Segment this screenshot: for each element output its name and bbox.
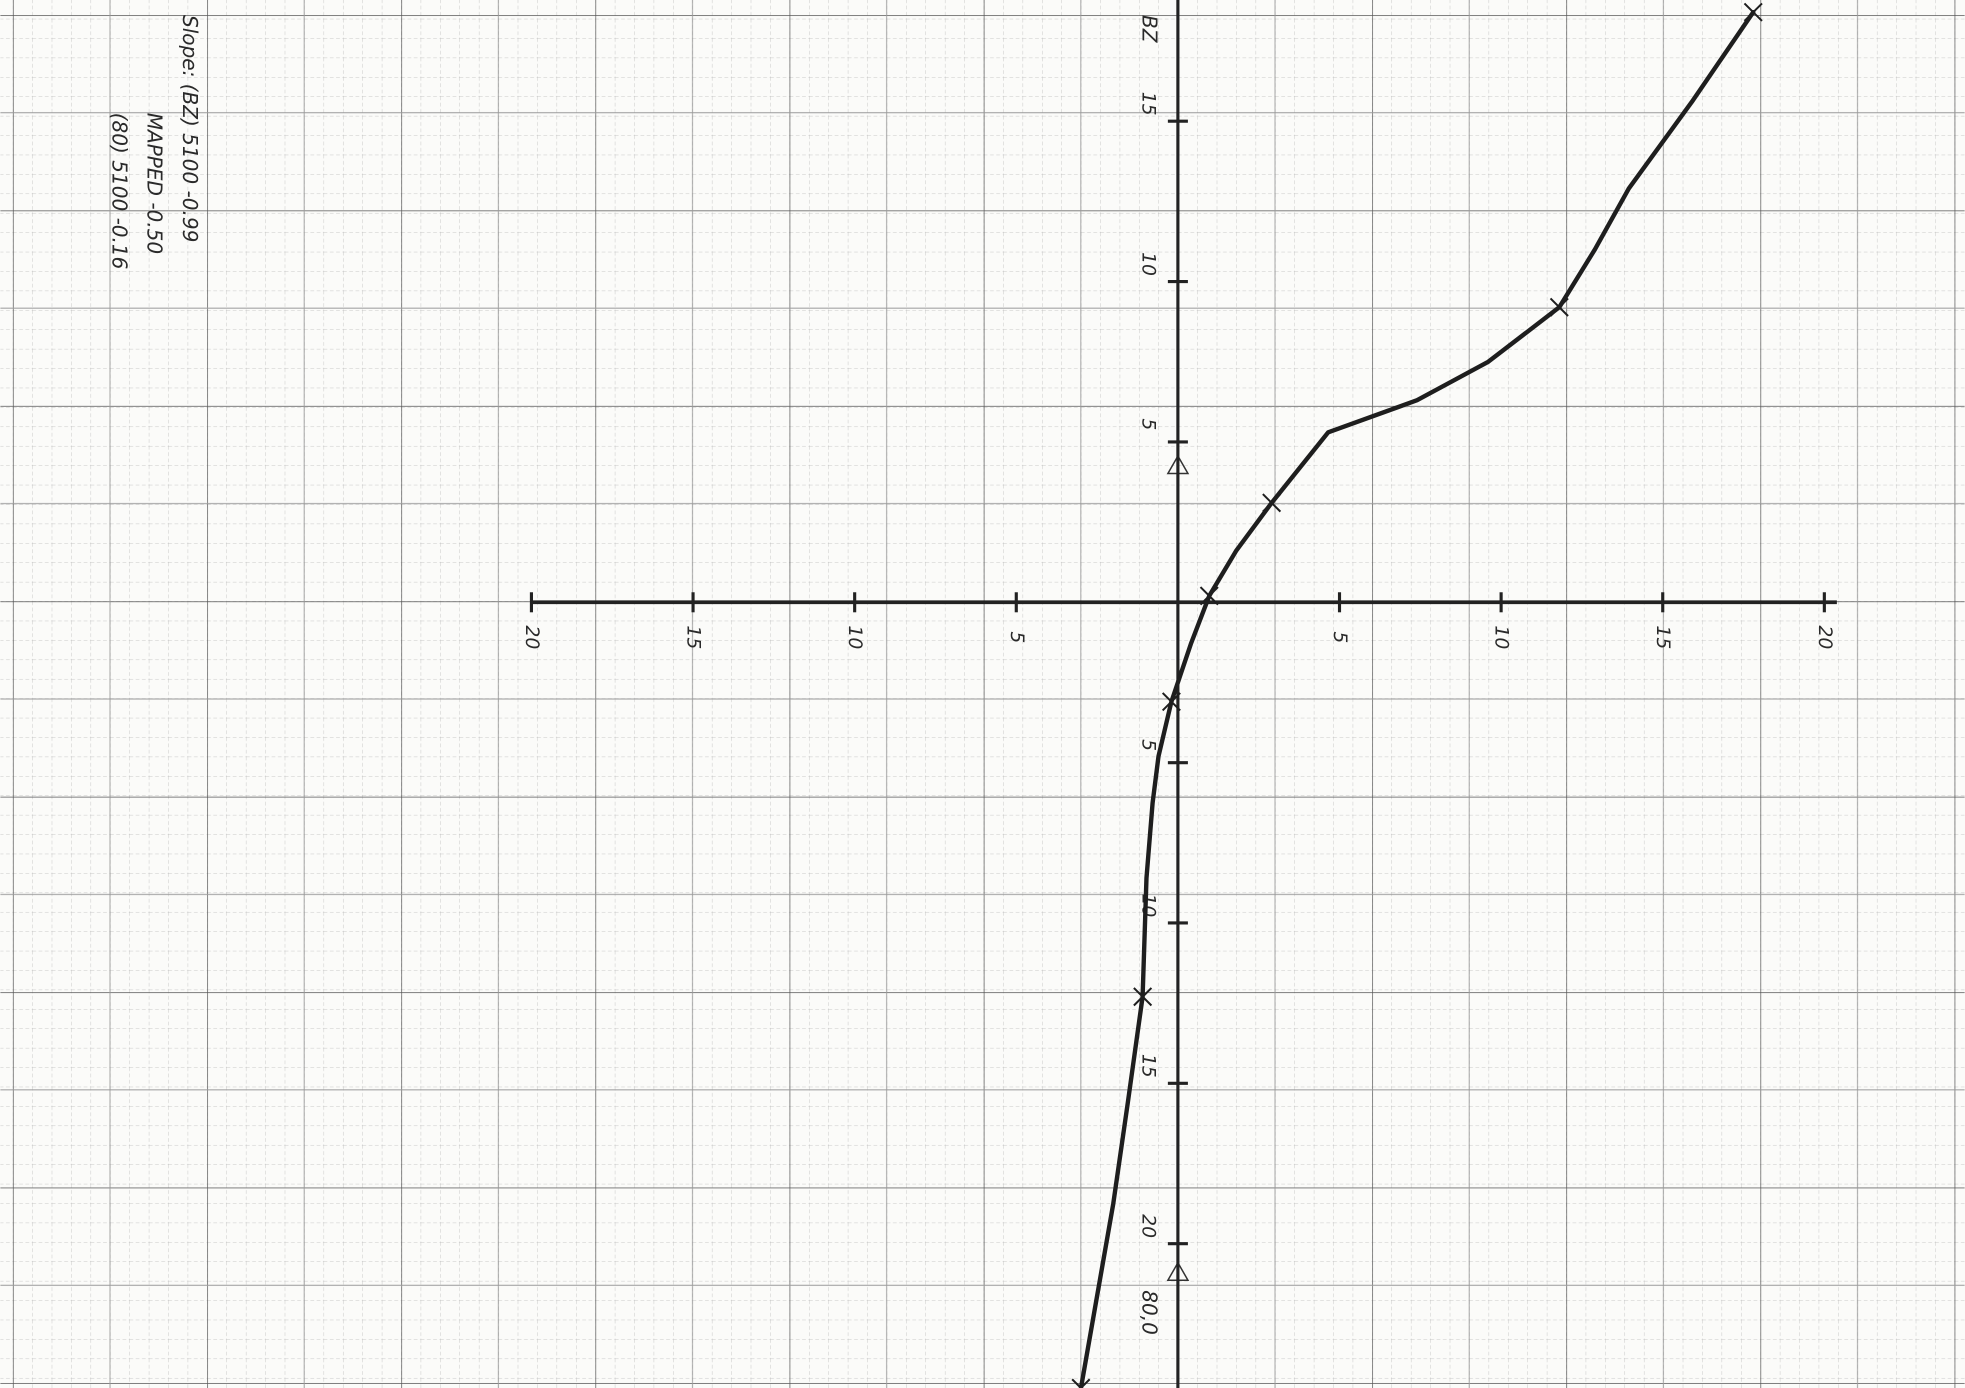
y-tick-label: 5 bbox=[1137, 418, 1158, 430]
annotation: 80,0 bbox=[1137, 1290, 1161, 1335]
x-tick-label: 10 bbox=[1491, 625, 1512, 649]
y-tick-label: 15 bbox=[1137, 1054, 1158, 1078]
x-tick-label: 20 bbox=[521, 625, 542, 649]
cross-marker bbox=[1199, 586, 1219, 606]
x-tick-label: 15 bbox=[1652, 625, 1673, 649]
y-tick-label: 15 bbox=[1137, 92, 1158, 116]
x-tick-label: 15 bbox=[683, 625, 704, 649]
annotation: Slope: (BZ) 5100 -0.99 bbox=[178, 15, 202, 242]
y-tick-label: 10 bbox=[1137, 893, 1158, 917]
cross-marker bbox=[1133, 987, 1153, 1007]
cross-marker bbox=[1743, 2, 1763, 22]
annotation: (80) 5100 -0.16 bbox=[108, 113, 132, 270]
cross-marker bbox=[1549, 297, 1569, 317]
x-tick-label: 5 bbox=[1329, 631, 1350, 643]
cross-marker bbox=[1071, 1378, 1091, 1388]
annotation: MAPPED -0.50 bbox=[143, 113, 167, 254]
x-tick-label: 5 bbox=[1006, 631, 1027, 643]
annotation: BZ bbox=[1137, 15, 1161, 44]
y-tick-label: 10 bbox=[1137, 252, 1158, 276]
y-tick-label: 20 bbox=[1137, 1214, 1158, 1238]
curve bbox=[1078, 9, 1756, 1388]
x-tick-label: 20 bbox=[1814, 625, 1835, 649]
cross-marker bbox=[1262, 493, 1282, 513]
x-tick-label: 10 bbox=[844, 625, 865, 649]
y-tick-label: 5 bbox=[1137, 739, 1158, 751]
cross-marker bbox=[1161, 692, 1181, 712]
